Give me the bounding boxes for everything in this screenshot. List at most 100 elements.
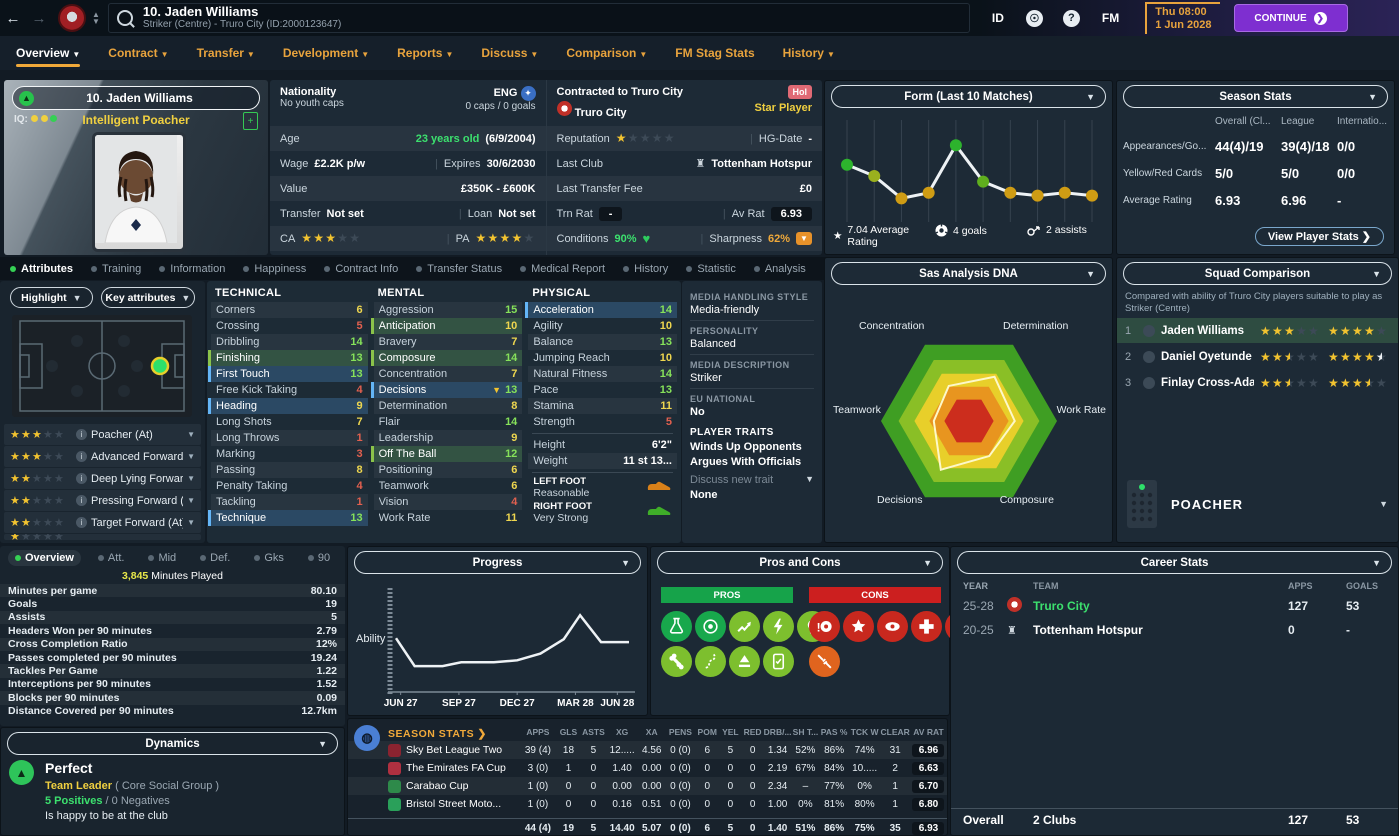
squad-player-row-finlay-cross-adair[interactable]: 3 Finlay Cross-Adair ★★★ ★ ★★ ★★★★ ★ ★ — [1125, 375, 1387, 390]
role-row-clipped[interactable]: ★★★★★ — [4, 534, 201, 540]
id-icon[interactable]: ID — [991, 11, 1004, 25]
stat-tab-gks[interactable]: Gks — [247, 550, 291, 566]
subtab-statistic[interactable]: Statistic — [686, 263, 736, 275]
target-icon[interactable] — [695, 611, 726, 642]
injury-icon[interactable] — [809, 646, 840, 677]
media-description-label: MEDIA DESCRIPTION — [690, 360, 790, 370]
info-icon[interactable]: i — [76, 473, 87, 484]
stat-tab-def[interactable]: Def. — [193, 550, 237, 566]
subtab-happiness[interactable]: Happiness — [243, 263, 306, 275]
squad-comparison-header-dropdown[interactable]: Squad Comparison ▼ — [1123, 262, 1392, 285]
trend-up-icon[interactable] — [729, 611, 760, 642]
subtab-medical-report[interactable]: Medical Report — [520, 263, 605, 275]
subtab-history[interactable]: History — [623, 263, 668, 275]
nav-tab-discuss[interactable]: Discuss ▼ — [481, 46, 539, 60]
subtab-training[interactable]: Training — [90, 263, 141, 275]
nav-tab-history[interactable]: History ▼ — [782, 46, 835, 60]
help-icon[interactable]: ? — [1062, 9, 1080, 27]
nav-tab-reports[interactable]: Reports ▼ — [397, 46, 454, 60]
info-icon[interactable]: i — [76, 451, 87, 462]
career-row-tottenham-hotspur[interactable]: 20-25 ♜ Tottenham Hotspur 0- — [963, 623, 1350, 637]
subtab-attributes[interactable]: Attributes — [10, 263, 73, 275]
subtab-information[interactable]: Information — [159, 263, 225, 275]
discuss-new-trait-dropdown[interactable]: Discuss new trait ▼ — [690, 474, 814, 486]
info-icon[interactable]: i — [76, 517, 87, 528]
continue-button[interactable]: CONTINUE ❯ — [1233, 4, 1348, 32]
stat-tab-overview[interactable]: Overview — [8, 550, 81, 566]
bone-icon[interactable] — [661, 646, 692, 677]
dynamics-header-dropdown[interactable]: Dynamics ▼ — [7, 732, 338, 755]
season-stats-link[interactable]: SEASON STATS ❯ — [388, 728, 487, 740]
competition-row[interactable]: The Emirates FA Cup 3 (0) 1 0 1.40 0.00 0 (0) 0… — [348, 759, 947, 777]
best-role-row[interactable]: POACHER ▼ — [1127, 480, 1388, 528]
nav-tab-development[interactable]: Development ▼ — [282, 46, 370, 60]
analysis-icon[interactable]: ◍ — [354, 725, 380, 751]
view-player-stats-button[interactable]: View Player Stats ❯ — [1254, 227, 1384, 246]
medical-cross-icon[interactable] — [911, 611, 942, 642]
forward-icon[interactable]: → — [31, 9, 47, 27]
pros-cons-header-dropdown[interactable]: Pros and Cons ▼ — [657, 551, 943, 574]
attribute-row-tackling: Tackling 1 — [211, 494, 368, 510]
subtab-contract-info[interactable]: Contract Info — [324, 263, 398, 275]
game-date[interactable]: Thu 08:00 1 Jun 2028 — [1145, 2, 1220, 34]
cycle-up-down-icons[interactable]: ▲ ▼ — [92, 10, 100, 26]
lightning-icon[interactable] — [763, 611, 794, 642]
eye-icon[interactable] — [877, 611, 908, 642]
nav-tab-contract[interactable]: Contract ▼ — [108, 46, 169, 60]
competition-row[interactable]: Carabao Cup 1 (0) 0 0 0.00 0.00 0 (0) 0 0 0 2.34–7… — [348, 777, 947, 795]
stat-tab-90[interactable]: 90 — [301, 550, 337, 566]
nav-tab-fm-stag-stats[interactable]: FM Stag Stats — [675, 46, 755, 60]
subtab-analysis[interactable]: Analysis — [753, 263, 806, 275]
role-row-target-forward-at-[interactable]: ★★★★★ i Target Forward (At) ▼ — [4, 512, 201, 533]
attribute-row-passing: Passing 8 — [211, 462, 368, 478]
player-search-bar[interactable]: 10. Jaden Williams Striker (Centre) - Tr… — [107, 3, 970, 33]
competition-row[interactable]: Sky Bet League Two 39 (4) 18 5 12..... 4.56 0 … — [348, 741, 947, 759]
key-attributes-dropdown[interactable]: Key attributes ▼ — [100, 287, 195, 308]
role-row-deep-lying-forwar-[interactable]: ★★★★★ i Deep Lying Forwar... ▼ — [4, 468, 201, 489]
nav-tab-comparison[interactable]: Comparison ▼ — [566, 46, 648, 60]
attr-group-header: MENTAL — [377, 287, 425, 299]
jump-icon[interactable] — [729, 646, 760, 677]
career-stats-header-dropdown[interactable]: Career Stats ▼ — [957, 551, 1392, 574]
current-ability-stars: ★★★★★ — [301, 231, 361, 245]
stat-tab-att[interactable]: Att. — [91, 550, 132, 566]
globe-icon[interactable]: ☉ — [1025, 9, 1043, 27]
youth-caps: No youth caps — [280, 98, 344, 109]
stat-tab-mid[interactable]: Mid — [141, 550, 183, 566]
squad-player-row-daniel-oyetunde[interactable]: 2 Daniel Oyetunde ★★★ ★ ★★ ★★★★★ ★ — [1125, 349, 1387, 364]
report-check-icon[interactable] — [763, 646, 794, 677]
iq-dot — [40, 115, 48, 122]
player-info-panel: Nationality No youth caps ENG ✦ 0 caps /… — [270, 80, 822, 255]
last-club[interactable]: Tottenham Hotspur — [711, 157, 812, 170]
nav-tab-transfer[interactable]: Transfer ▼ — [196, 46, 255, 60]
info-icon[interactable]: i — [76, 495, 87, 506]
ball-alert-icon[interactable]: ! — [809, 611, 840, 642]
star-icon[interactable] — [843, 611, 874, 642]
competition-row[interactable]: Bristol Street Moto... 1 (0) 0 0 0.16 0.51 0 (… — [348, 795, 947, 813]
squad-player-row-jaden-williams[interactable]: 1 Jaden Williams ★★★★★ ★★★★★ — [1117, 318, 1398, 343]
club-badge-icon[interactable] — [58, 4, 86, 32]
back-icon[interactable]: ← — [5, 9, 21, 27]
subtab-transfer-status[interactable]: Transfer Status — [416, 263, 502, 275]
flask-icon[interactable] — [661, 611, 692, 642]
role-row-poacher-at-[interactable]: ★★★★★ i Poacher (At) ▼ — [4, 424, 201, 445]
role-row-pressing-forward-[interactable]: ★★★★★ i Pressing Forward (... ▼ — [4, 490, 201, 511]
dna-header-dropdown[interactable]: Sas Analysis DNA ▼ — [831, 262, 1106, 285]
info-icon[interactable]: i — [76, 429, 87, 440]
progress-header-dropdown[interactable]: Progress ▼ — [354, 551, 641, 574]
fm-icon[interactable]: FM — [1101, 11, 1120, 25]
run-path-icon[interactable] — [695, 646, 726, 677]
detail-subtabs: Attributes Training Information Happiness Co… — [0, 257, 842, 280]
attribute-row-first-touch: First Touch 13 — [208, 366, 368, 382]
season-stats-header-dropdown[interactable]: Season Stats ▼ — [1123, 85, 1388, 108]
role-row-advanced-forward-[interactable]: ★★★★★ i Advanced Forward... ▼ — [4, 446, 201, 467]
overview-stat-row: Minutes per game 80.10 — [0, 584, 345, 598]
career-row-truro-city[interactable]: 25-28 Truro City 127 53 — [963, 597, 1360, 613]
club-name[interactable]: Truro City — [574, 107, 627, 119]
highlight-dropdown[interactable]: Highlight ▼ — [10, 287, 93, 308]
nav-tab-overview[interactable]: Overview ▼ — [16, 37, 81, 69]
minutes-played: 3,845 Minutes Played — [122, 570, 223, 582]
form-header-dropdown[interactable]: Form (Last 10 Matches) ▼ — [831, 85, 1106, 108]
player-name-dropdown[interactable]: ▲ 10. Jaden Williams — [12, 86, 260, 110]
nation-code: ENG — [493, 87, 518, 99]
